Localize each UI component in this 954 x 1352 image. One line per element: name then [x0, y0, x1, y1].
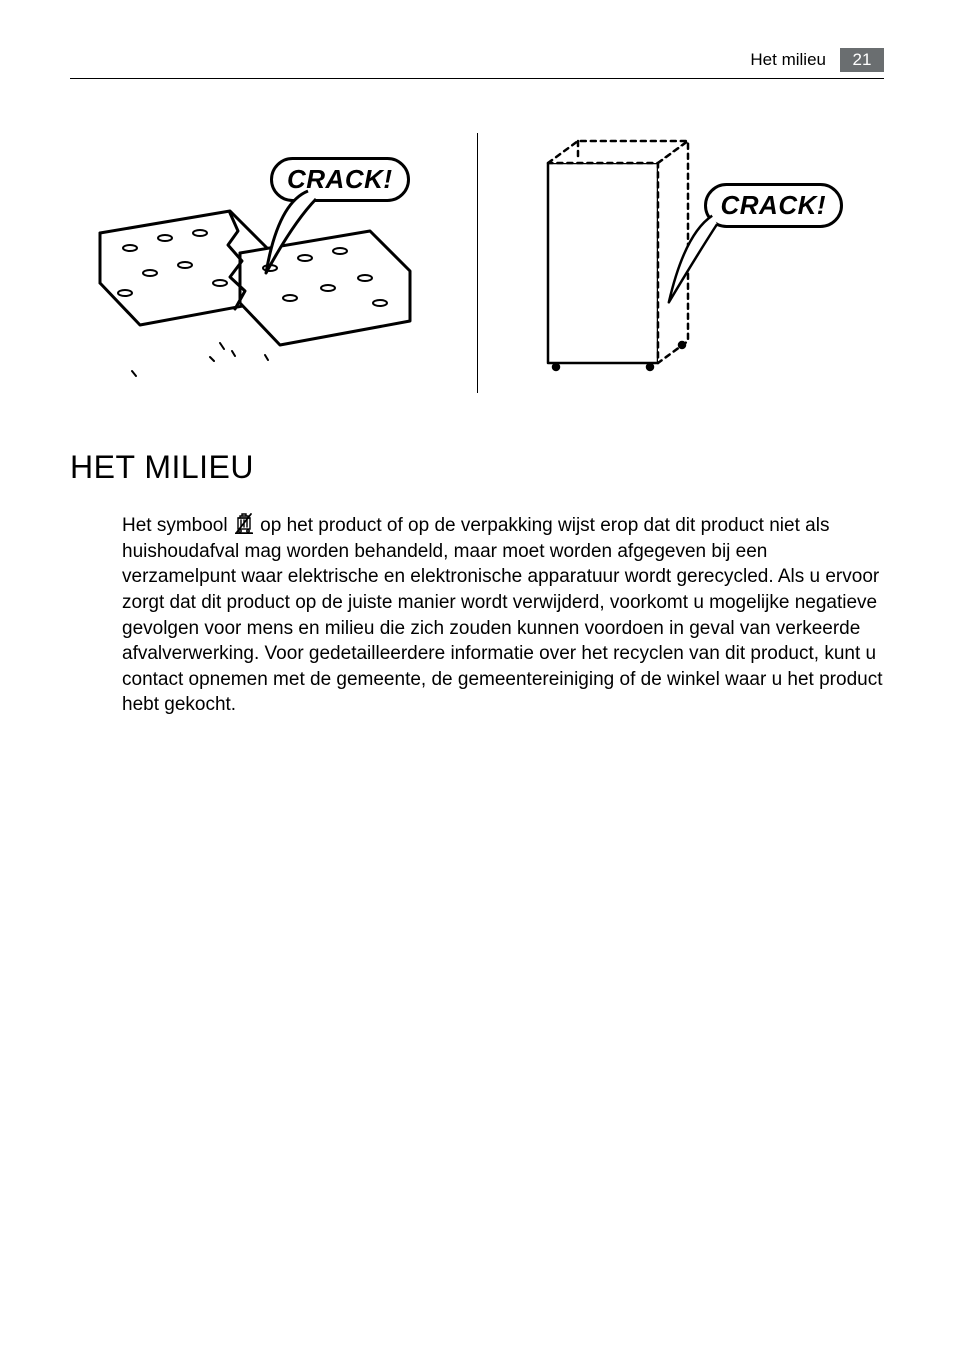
figure-left: CRACK!	[70, 133, 477, 413]
weee-bin-icon	[235, 512, 253, 534]
bubble-text: CRACK!	[721, 190, 827, 220]
speech-bubble-right: CRACK!	[704, 183, 844, 228]
speech-bubble-left: CRACK!	[270, 157, 410, 202]
page: Het milieu 21	[0, 0, 954, 1352]
bubble-text: CRACK!	[287, 164, 393, 194]
section-heading: HET MILIEU	[70, 449, 884, 486]
body-paragraph: Het symbool op het product of op de verp…	[122, 512, 884, 718]
figures-row: CRACK!	[70, 133, 884, 413]
body-text-pre: Het symbool	[122, 515, 233, 536]
page-number: 21	[840, 48, 884, 72]
running-title: Het milieu	[750, 50, 826, 70]
running-header: Het milieu 21	[70, 48, 884, 72]
body-text-post: op het product of op de verpakking wijst…	[122, 515, 882, 715]
header-rule	[70, 78, 884, 79]
appliance-crack-illustration	[478, 133, 838, 393]
figure-right: CRACK!	[478, 133, 885, 413]
